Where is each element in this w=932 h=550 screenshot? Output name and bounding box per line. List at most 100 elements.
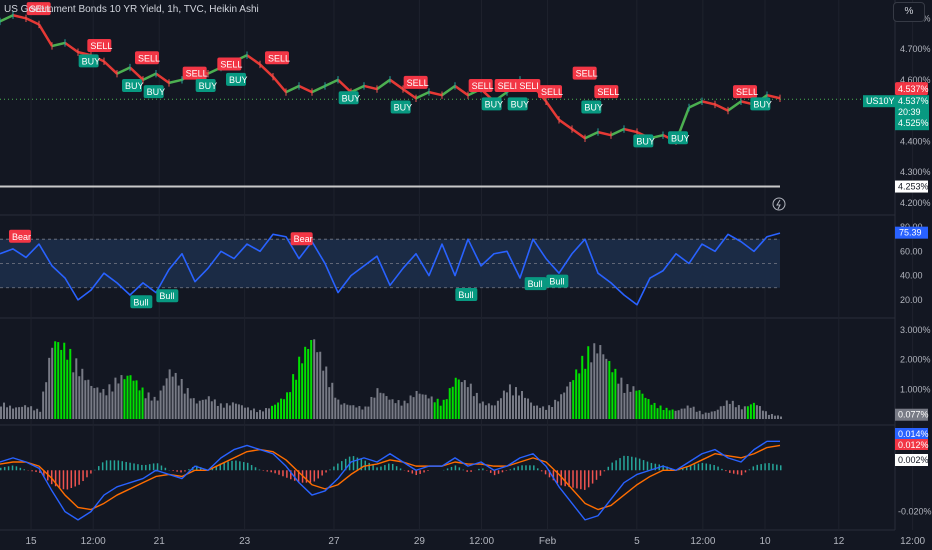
macd-histogram-bar — [129, 462, 131, 471]
volatility-bar — [364, 406, 367, 419]
divergence-bull: Bull — [549, 277, 564, 287]
macd-histogram-bar — [321, 470, 323, 476]
divergence-bear-bg — [9, 229, 31, 243]
signal-sell: SELL — [736, 87, 758, 97]
percent-scale-button[interactable]: % — [893, 2, 925, 22]
volatility-bar — [514, 387, 517, 419]
signal-sell-bg — [733, 85, 757, 99]
histogram-last-bg — [895, 454, 928, 466]
macd-histogram-bar — [615, 460, 617, 471]
price-trend-segment — [51, 41, 66, 48]
signal-sell-bg — [26, 2, 51, 16]
signal-sell-bg — [265, 51, 289, 65]
macd-histogram-bar — [384, 465, 386, 471]
volatility-bar — [147, 392, 150, 419]
price-trend-segment — [584, 130, 599, 140]
macd-histogram-bar — [709, 464, 711, 471]
countdown-label: 20:39 — [898, 107, 921, 117]
volatility-bar — [258, 409, 261, 419]
macd-histogram-bar — [137, 464, 139, 471]
volatility-bar — [650, 404, 653, 419]
volatility-bar — [780, 416, 782, 419]
price-trend-segment — [116, 66, 131, 75]
volatility-bar — [502, 390, 505, 419]
volatility-bar — [731, 400, 734, 419]
macd-histogram-bar — [254, 467, 257, 471]
macd-histogram-bar — [662, 465, 664, 471]
volatility-last-bg — [895, 408, 928, 421]
volatility-bar — [590, 362, 593, 419]
volatility-bar — [385, 396, 388, 419]
volatility-bar — [566, 386, 569, 419]
macd-histogram-bar — [756, 464, 758, 471]
macd-histogram-bar — [341, 461, 343, 471]
volatility-bar — [370, 396, 373, 419]
volatility-bar — [60, 349, 63, 419]
volatility-bar — [725, 400, 728, 419]
divergence-bear: Bear — [12, 232, 31, 242]
price-trend-segment — [402, 88, 417, 100]
macd-histogram-bar — [235, 460, 237, 471]
price-trend-segment — [701, 100, 716, 106]
volatility-bar — [48, 357, 51, 419]
volatility-bar — [466, 387, 469, 419]
macd-histogram-bar — [290, 470, 292, 480]
macd-histogram-bar — [148, 464, 151, 471]
price-trend-segment — [155, 72, 170, 84]
macd-histogram-bar — [525, 465, 527, 471]
macd-histogram-bar — [580, 470, 582, 490]
volatility-bar — [704, 412, 707, 419]
volatility-bar — [271, 405, 274, 419]
price-trend-segment — [246, 54, 261, 66]
macd-histogram-bar — [489, 470, 492, 473]
x-axis-tick-label: 21 — [154, 536, 166, 547]
volatility-bar — [228, 405, 231, 419]
macd-histogram-bar — [748, 469, 751, 471]
macd-histogram-bar — [337, 463, 339, 471]
signal-buy: BUY — [584, 103, 603, 113]
macd-histogram-bar — [297, 470, 300, 483]
volatility-bar — [102, 389, 105, 419]
signal-buy-bg — [143, 85, 164, 99]
macd-histogram-bar — [243, 462, 245, 471]
volatility-bar — [150, 400, 153, 419]
volatility-bar — [66, 359, 69, 419]
price-axis-tick: 4.600% — [900, 75, 931, 85]
volatility-bar — [451, 386, 454, 419]
divergence-bull: Bull — [528, 279, 543, 289]
x-axis-tick-label: 12 — [833, 536, 845, 547]
macd-histogram-bar — [109, 460, 112, 471]
volatility-bar — [45, 382, 48, 419]
volatility-bar — [201, 399, 204, 419]
volatility-bar — [84, 380, 87, 419]
macd-histogram-bar — [607, 466, 610, 471]
rsi-axis-tick: 40.00 — [900, 271, 923, 281]
last-price-box — [895, 95, 929, 131]
macd-histogram-bar — [419, 470, 421, 474]
volatility-bar — [93, 388, 96, 419]
price-high-badge: 4.537% — [898, 84, 929, 94]
volatility-bar — [289, 392, 292, 419]
signal-sell-bg — [538, 85, 562, 99]
macd-histogram-bar — [548, 470, 551, 478]
volatility-bar — [530, 402, 533, 419]
price-trend-segment — [363, 84, 378, 91]
macd-histogram-bar — [250, 465, 253, 471]
signal-sell-bg — [594, 85, 619, 99]
macd-histogram-bar — [231, 460, 233, 471]
volatility-bar — [584, 368, 587, 419]
macd-histogram-bar — [239, 461, 241, 471]
macd-histogram-bar — [105, 460, 108, 471]
volatility-bar — [165, 378, 168, 419]
macd-histogram-bar — [19, 467, 22, 471]
volatility-bar — [758, 406, 761, 419]
macd-histogram-bar — [736, 470, 739, 475]
volatility-bar — [662, 409, 665, 419]
volatility-bar — [421, 394, 424, 419]
x-axis-tick-label: 29 — [414, 536, 426, 547]
divergence-bull-bg — [524, 277, 547, 291]
volatility-bar — [647, 399, 650, 419]
volatility-bar — [328, 387, 331, 419]
volatility-bar — [557, 401, 560, 419]
macd-histogram-bar — [509, 469, 512, 471]
